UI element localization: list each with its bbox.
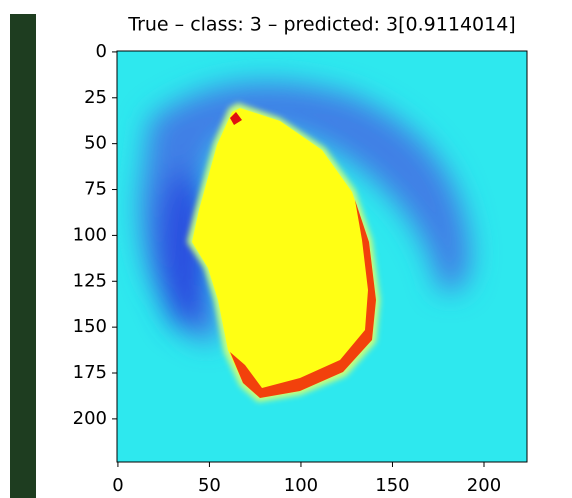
x-tick-label: 0 bbox=[112, 475, 123, 496]
chart-title: True – class: 3 – predicted: 3[0.9114014… bbox=[127, 14, 515, 36]
side-bar bbox=[10, 14, 36, 498]
image bbox=[117, 51, 527, 462]
x-tick-label: 200 bbox=[467, 475, 501, 496]
leaf bbox=[192, 108, 376, 398]
leaf-tip bbox=[230, 112, 242, 125]
y-tick-label: 150 bbox=[73, 316, 107, 337]
y-tick-label: 125 bbox=[73, 270, 107, 291]
y-tick-label: 200 bbox=[73, 408, 107, 429]
x-tick-label: 100 bbox=[284, 475, 318, 496]
y-tick-label: 50 bbox=[84, 133, 107, 154]
y-tick-label: 75 bbox=[84, 179, 107, 200]
y-tick-label: 25 bbox=[84, 87, 107, 108]
y-tick-label: 100 bbox=[73, 224, 107, 245]
axes-frame bbox=[116, 50, 528, 463]
x-tick-label: 50 bbox=[198, 475, 221, 496]
y-tick-label: 175 bbox=[73, 362, 107, 383]
leaf-rim bbox=[230, 200, 376, 398]
x-tick-label: 150 bbox=[375, 475, 409, 496]
y-tick-label: 0 bbox=[96, 41, 107, 62]
